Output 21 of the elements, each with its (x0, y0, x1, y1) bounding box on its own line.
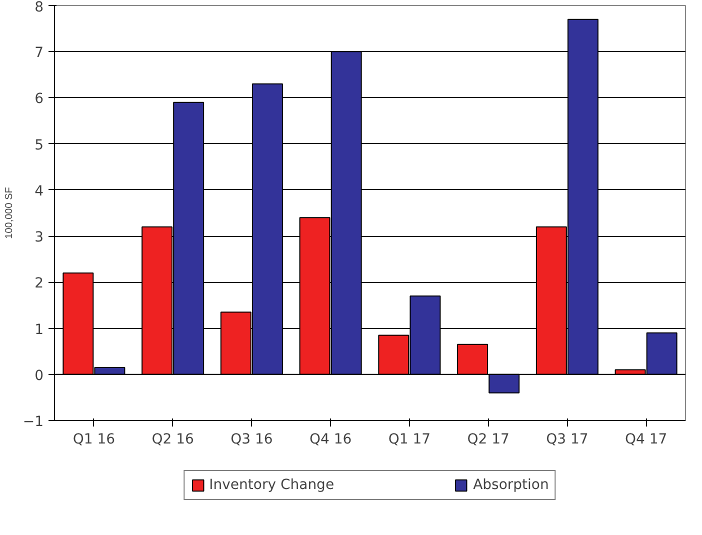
legend-label: Absorption (473, 477, 549, 493)
y-tick-label: −1 (22, 414, 44, 430)
y-tick-label: 4 (34, 183, 44, 200)
x-tick-label: Q2 16 (152, 432, 194, 448)
x-tick-label: Q4 16 (309, 432, 352, 448)
y-axis-title: 100,000 SF (4, 187, 15, 239)
y-tick-label: 0 (34, 368, 44, 384)
x-tick-label: Q4 17 (624, 432, 668, 448)
x-tick-label: Q3 16 (230, 432, 273, 448)
y-tick-label: 6 (34, 91, 44, 108)
y-tick-label: 2 (34, 276, 44, 292)
legend-label: Inventory Change (209, 477, 334, 493)
x-tick-label: Q2 17 (467, 432, 510, 448)
x-tick-label: Q1 16 (72, 432, 116, 448)
y-tick-label: 5 (34, 137, 44, 154)
y-tick-label: 7 (34, 45, 44, 62)
y-tick-label: 3 (34, 230, 44, 246)
x-tick-label: Q1 17 (388, 432, 431, 448)
y-tick-label: 8 (34, 0, 44, 16)
x-tick-label: Q3 17 (546, 432, 588, 448)
y-tick-label: 1 (34, 322, 44, 338)
